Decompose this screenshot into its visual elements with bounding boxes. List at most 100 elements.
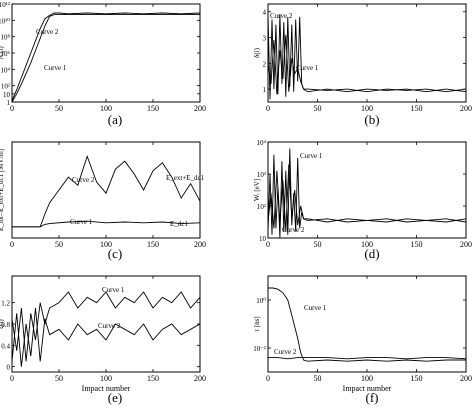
y-tick-label: 0.8	[1, 321, 10, 329]
plot-frame	[267, 3, 467, 103]
curve-label: Curve 2	[282, 226, 305, 234]
y-tick-label: 10³	[257, 171, 266, 179]
panel-label: (a)	[108, 112, 122, 127]
y-tick-label: 10	[259, 235, 267, 243]
y-axis-label: τ [ns]	[253, 316, 261, 331]
x-tick-label: 50	[55, 374, 63, 383]
y-tick-label: 10⁸	[1, 34, 11, 42]
x-tick-label: 150	[411, 374, 423, 383]
x-axis-label: Impact number	[343, 384, 392, 393]
curve-label: Curve 2	[72, 176, 95, 184]
annotation-label: E_ext+E_dc1	[166, 174, 205, 182]
series-line-curve-1	[11, 14, 200, 103]
series-line-curve-2	[267, 14, 467, 100]
curve-label: Curve 1	[102, 286, 125, 294]
x-tick-label: 50	[314, 104, 322, 113]
x-tick-label: 150	[411, 240, 423, 249]
y-tick-label: 10⁶	[1, 50, 11, 58]
panel-label: (b)	[364, 112, 379, 127]
y-axis-label: Wᵢ [eV]	[253, 179, 261, 201]
annotation-label: E_dc1	[170, 220, 188, 228]
x-tick-label: 150	[147, 240, 159, 249]
y-tick-label: 10⁰	[256, 297, 266, 305]
x-axis-label: Impact number	[82, 384, 131, 393]
y-tick-label: 2	[263, 60, 267, 68]
panel-label: (c)	[108, 246, 122, 261]
series-line-curve-2	[12, 155, 201, 228]
y-tick-label: 1.2	[1, 300, 10, 308]
x-tick-label: 200	[194, 374, 206, 383]
panel-f: 0 50 100 150 200 10⁻² 10⁰ τ [ns] Impact number(f…	[253, 275, 472, 405]
x-tick-label: 100	[100, 104, 112, 113]
panel-label: (f)	[366, 390, 379, 405]
y-tick-label: 0.4	[1, 342, 10, 350]
y-axis-label: ζ(i)	[0, 319, 5, 329]
y-axis-label: δ(i)	[253, 47, 261, 58]
panel-b: 0 50 100 150 200 1 2 3 4 δ(i) (b) Curve 2 Curve 1	[253, 3, 472, 127]
panel-d: 0 50 100 150 200 10 10² 10³ 10⁴ Wᵢ [eV] (d) Curve 1…	[253, 139, 472, 261]
y-tick-label: 10²	[1, 83, 10, 91]
panel-label: (d)	[364, 246, 379, 261]
y-tick-label: 1	[263, 86, 267, 94]
y-tick-label: 0	[7, 364, 11, 372]
x-tick-label: 200	[460, 374, 472, 383]
series-line-curve-2	[268, 357, 467, 360]
x-tick-label: 0	[10, 374, 14, 383]
x-tick-label: 100	[100, 240, 112, 249]
x-tick-label: 50	[55, 240, 63, 249]
curve-label: Curve 1	[304, 304, 327, 312]
y-tick-label: 10	[3, 91, 11, 99]
x-tick-label: 100	[100, 374, 112, 383]
curve-label: Curve 2	[270, 12, 293, 20]
x-tick-label: 100	[361, 240, 373, 249]
y-tick-label: 10⁴	[257, 139, 267, 147]
x-tick-label: 100	[361, 374, 373, 383]
y-tick-label: 10²	[257, 203, 266, 211]
curve-label: Curve 2	[36, 28, 59, 36]
y-tick-label: 1	[7, 99, 11, 107]
series-line-curve-2	[11, 12, 201, 101]
series-line-curve-1	[12, 220, 201, 228]
y-tick-label: 10⁴	[1, 66, 11, 74]
series-line-curve-1	[268, 287, 466, 362]
panel-c: 0 50 100 150 200 E_tot=E_ext+E_dc1 [MV/m] (c) C…	[0, 141, 206, 261]
x-tick-label: 150	[411, 104, 423, 113]
curve-label: Curve 1	[300, 152, 323, 160]
x-tick-label: 0	[10, 104, 14, 113]
x-tick-label: 0	[266, 240, 270, 249]
series-line-curve-2	[11, 307, 201, 367]
x-tick-label: 200	[460, 104, 472, 113]
series-line-curve-2	[267, 148, 467, 239]
x-tick-label: 50	[314, 374, 322, 383]
x-tick-label: 200	[460, 240, 472, 249]
x-tick-label: 200	[194, 104, 206, 113]
x-tick-label: 0	[266, 374, 270, 383]
y-axis-label: Nₑ(i)	[0, 46, 5, 60]
y-tick-label: 4	[263, 9, 267, 17]
series-line-curve-1	[267, 34, 467, 95]
x-tick-label: 0	[10, 240, 14, 249]
plot-frame	[11, 3, 201, 103]
curve-label: Curve 1	[44, 64, 67, 72]
y-tick-label: 10⁻²	[253, 345, 266, 353]
y-tick-label: 3	[263, 35, 267, 43]
x-tick-label: 50	[55, 104, 63, 113]
x-tick-label: 150	[147, 104, 159, 113]
x-tick-label: 150	[147, 374, 159, 383]
curve-label: Curve 1	[296, 64, 319, 72]
panel-label: (e)	[108, 390, 122, 405]
panel-e: 0 50 100 150 200 0 0.4 0.8 1.2 ζ(i) Impact number(…	[0, 275, 206, 405]
curve-label: Curve 2	[98, 322, 121, 330]
x-tick-label: 0	[266, 104, 270, 113]
x-tick-label: 200	[194, 240, 206, 249]
series-line-curve-1	[11, 291, 201, 362]
y-tick-label: 10¹²	[0, 1, 10, 9]
x-tick-label: 100	[361, 104, 373, 113]
curve-label: Curve 2	[274, 348, 297, 356]
y-axis-label: E_tot=E_ext+E_dc1 [MV/m]	[0, 149, 5, 231]
x-tick-label: 50	[314, 240, 322, 249]
curve-label: Curve 1	[70, 218, 93, 226]
